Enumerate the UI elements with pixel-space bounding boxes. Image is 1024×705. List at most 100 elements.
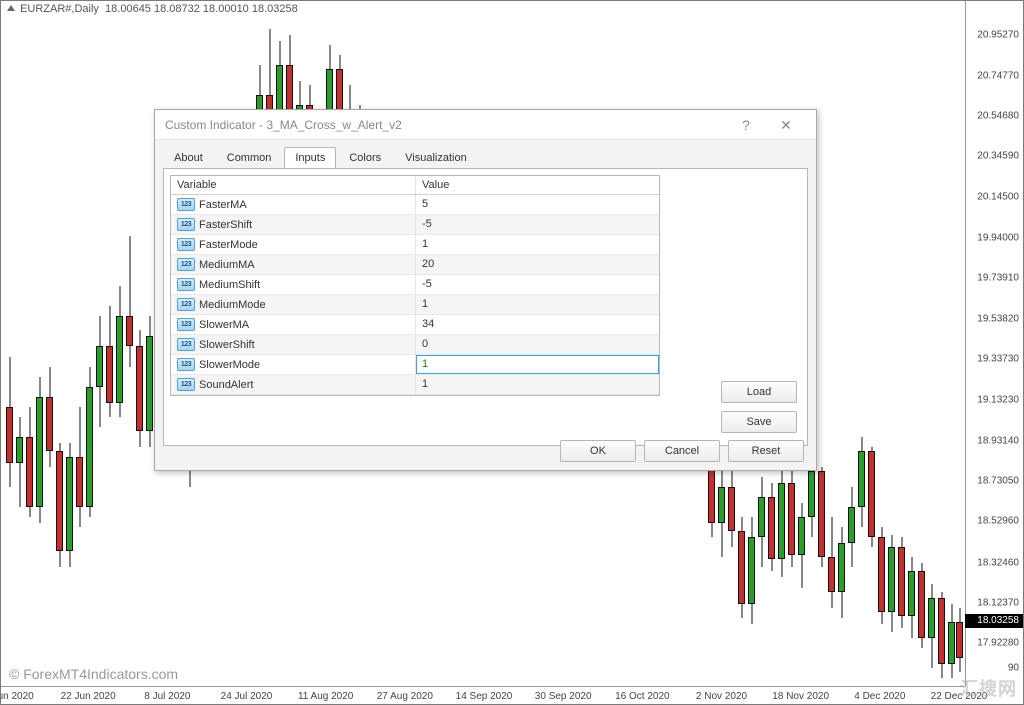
col-variable[interactable]: Variable bbox=[171, 176, 416, 194]
y-tick-label: 20.54680 bbox=[977, 111, 1019, 122]
input-row[interactable]: SoundAlert1 bbox=[171, 375, 659, 395]
candle bbox=[948, 15, 955, 686]
input-row[interactable]: FasterShift-5 bbox=[171, 215, 659, 235]
candle bbox=[848, 15, 855, 686]
x-tick-label: 24 Jul 2020 bbox=[221, 691, 273, 702]
watermark: © ForexMT4Indicators.com bbox=[9, 666, 178, 682]
input-value[interactable]: -5 bbox=[416, 275, 659, 294]
grid-header: Variable Value bbox=[171, 176, 659, 195]
close-icon[interactable]: ✕ bbox=[766, 110, 806, 140]
input-value[interactable]: 1 bbox=[416, 355, 659, 374]
save-button[interactable]: Save bbox=[721, 411, 797, 433]
dialog-titlebar[interactable]: Custom Indicator - 3_MA_Cross_w_Alert_v2… bbox=[155, 110, 816, 140]
input-variable: SoundAlert bbox=[171, 375, 416, 394]
candle bbox=[66, 15, 73, 686]
x-tick-label: 8 Jul 2020 bbox=[144, 691, 190, 702]
input-value[interactable]: 1 bbox=[416, 375, 659, 394]
input-variable: MediumMA bbox=[171, 255, 416, 274]
candle bbox=[938, 15, 945, 686]
candle bbox=[16, 15, 23, 686]
input-value[interactable]: 0 bbox=[416, 335, 659, 354]
candle bbox=[76, 15, 83, 686]
y-tick-label: 18.73050 bbox=[977, 475, 1019, 486]
input-row[interactable]: SlowerMA 34 bbox=[171, 315, 659, 335]
y-tick-label: 20.14500 bbox=[977, 191, 1019, 202]
y-tick-label: 18.12370 bbox=[977, 597, 1019, 608]
inputs-tabpage: Variable Value FasterMA5FasterShift-5Fas… bbox=[163, 168, 808, 446]
current-price-label: 18.03258 bbox=[965, 614, 1023, 628]
x-tick-label: 4 Dec 2020 bbox=[854, 691, 905, 702]
input-row[interactable]: FasterMA 5 bbox=[171, 195, 659, 215]
candle bbox=[908, 15, 915, 686]
input-value[interactable]: 34 bbox=[416, 315, 659, 334]
candle bbox=[828, 15, 835, 686]
candle bbox=[838, 15, 845, 686]
x-tick-label: 11 Aug 2020 bbox=[298, 691, 353, 702]
chart-title: EURZAR#,Daily 18.00645 18.08732 18.00010… bbox=[7, 3, 298, 15]
y-tick-label: 19.73910 bbox=[977, 273, 1019, 284]
inputs-grid[interactable]: Variable Value FasterMA5FasterShift-5Fas… bbox=[170, 175, 660, 396]
dialog-footer: OK Cancel Reset bbox=[560, 440, 804, 462]
input-value[interactable]: 1 bbox=[416, 295, 659, 314]
integer-icon bbox=[177, 278, 195, 291]
candle bbox=[96, 15, 103, 686]
candle bbox=[898, 15, 905, 686]
candle bbox=[136, 15, 143, 686]
input-row[interactable]: FasterMode 1 bbox=[171, 235, 659, 255]
load-button[interactable]: Load bbox=[721, 381, 797, 403]
chart-menu-icon[interactable] bbox=[7, 5, 15, 11]
tab-inputs[interactable]: Inputs bbox=[284, 147, 336, 169]
candle bbox=[6, 15, 13, 686]
x-tick-label: 14 Sep 2020 bbox=[456, 691, 513, 702]
help-icon[interactable]: ? bbox=[726, 110, 766, 140]
integer-icon bbox=[177, 218, 195, 231]
x-tick-label: 18 Nov 2020 bbox=[772, 691, 829, 702]
x-tick-label: 16 Oct 2020 bbox=[615, 691, 669, 702]
ok-button[interactable]: OK bbox=[560, 440, 636, 462]
dialog-tabs: AboutCommonInputsColorsVisualization bbox=[155, 140, 816, 168]
y-tick-label: 20.95270 bbox=[977, 29, 1019, 40]
input-variable: SlowerMode bbox=[171, 355, 416, 374]
y-tick-label: 18.52960 bbox=[977, 516, 1019, 527]
input-row[interactable]: SlowerMode1 bbox=[171, 355, 659, 375]
integer-icon bbox=[177, 258, 195, 271]
input-name: SlowerShift bbox=[199, 339, 255, 351]
candle bbox=[36, 15, 43, 686]
reset-button[interactable]: Reset bbox=[728, 440, 804, 462]
dialog-title: Custom Indicator - 3_MA_Cross_w_Alert_v2 bbox=[165, 110, 726, 140]
input-row[interactable]: MediumMA20 bbox=[171, 255, 659, 275]
time-axis: 4 Jun 2020 22 Jun 2020 8 Jul 2020 24 Jul 20… bbox=[1, 686, 965, 704]
input-name: SlowerMA bbox=[199, 319, 249, 331]
candle bbox=[106, 15, 113, 686]
tab-common[interactable]: Common bbox=[216, 147, 283, 169]
input-row[interactable]: SlowerShift 0 bbox=[171, 335, 659, 355]
x-tick-label: 2 Nov 2020 bbox=[696, 691, 747, 702]
candle bbox=[46, 15, 53, 686]
input-name: FasterMA bbox=[199, 199, 247, 211]
input-name: FasterMode bbox=[199, 239, 258, 251]
tab-visualization[interactable]: Visualization bbox=[394, 147, 478, 169]
candle bbox=[146, 15, 153, 686]
y-tick-label: 19.13230 bbox=[977, 395, 1019, 406]
input-row[interactable]: MediumMode1 bbox=[171, 295, 659, 315]
tab-colors[interactable]: Colors bbox=[338, 147, 392, 169]
input-value[interactable]: 20 bbox=[416, 255, 659, 274]
y-tick-label: 20.74770 bbox=[977, 70, 1019, 81]
input-value[interactable]: -5 bbox=[416, 215, 659, 234]
tab-about[interactable]: About bbox=[163, 147, 214, 169]
input-value[interactable]: 1 bbox=[416, 235, 659, 254]
cancel-button[interactable]: Cancel bbox=[644, 440, 720, 462]
x-tick-label: 27 Aug 2020 bbox=[377, 691, 433, 702]
input-value[interactable]: 5 bbox=[416, 195, 659, 214]
y-tick-label: 19.94000 bbox=[977, 232, 1019, 243]
input-row[interactable]: MediumShift-5 bbox=[171, 275, 659, 295]
x-tick-label: 22 Jun 2020 bbox=[61, 691, 116, 702]
x-tick-label: 4 Jun 2020 bbox=[0, 691, 34, 702]
cn-watermark: 汇搜网 bbox=[960, 675, 1017, 701]
indicator-dialog: Custom Indicator - 3_MA_Cross_w_Alert_v2… bbox=[154, 109, 817, 471]
integer-icon bbox=[177, 318, 195, 331]
candle bbox=[928, 15, 935, 686]
candle bbox=[918, 15, 925, 686]
price-axis: 20.9527020.7477020.5468020.3459020.14500… bbox=[965, 1, 1023, 686]
col-value[interactable]: Value bbox=[416, 176, 659, 194]
